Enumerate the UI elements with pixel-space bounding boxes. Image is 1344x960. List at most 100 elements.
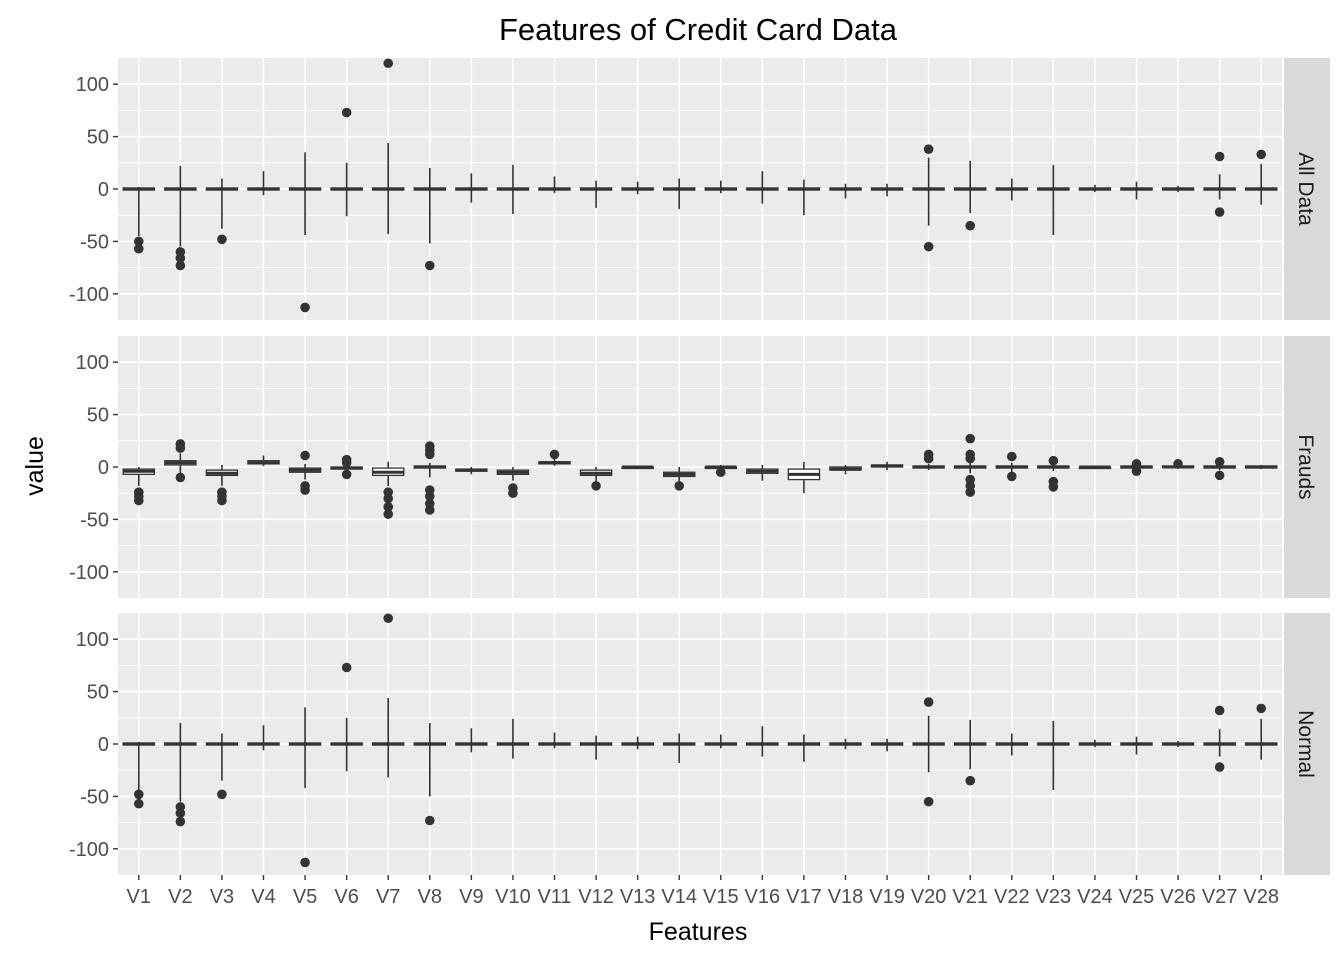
box-V9 bbox=[455, 467, 488, 475]
y-tick-label: 50 bbox=[87, 127, 109, 149]
box-V12 bbox=[579, 467, 613, 491]
x-tick-label: V18 bbox=[828, 886, 864, 908]
outlier-point bbox=[300, 450, 310, 461]
x-tick-label: V15 bbox=[703, 886, 739, 908]
x-tick-label: V5 bbox=[293, 886, 317, 908]
facet-strip-label: All Data bbox=[1294, 152, 1317, 226]
box-V17 bbox=[787, 734, 821, 762]
box-V23 bbox=[1037, 455, 1070, 492]
x-tick-label: V13 bbox=[620, 886, 656, 908]
outlier-point bbox=[591, 481, 601, 491]
outlier-point bbox=[341, 662, 352, 673]
box-V4 bbox=[247, 725, 280, 751]
y-tick-label: -50 bbox=[80, 786, 109, 808]
outlier-point bbox=[965, 220, 976, 231]
box-V27 bbox=[1203, 456, 1236, 481]
outlier-point bbox=[217, 234, 227, 245]
y-axis-title: value bbox=[21, 436, 49, 496]
box-V1 bbox=[122, 186, 156, 254]
box-V3 bbox=[205, 178, 239, 245]
x-tick-label: V28 bbox=[1243, 886, 1279, 908]
outlier-point bbox=[1214, 762, 1225, 772]
y-tick-label: -100 bbox=[69, 284, 109, 306]
y-tick-label: 100 bbox=[76, 74, 109, 96]
box-V4 bbox=[247, 455, 280, 466]
box-V14 bbox=[662, 733, 696, 763]
outlier-point bbox=[1214, 705, 1225, 716]
box-V21 bbox=[953, 719, 987, 786]
outlier-point bbox=[217, 487, 227, 497]
outlier-point bbox=[341, 458, 352, 468]
outlier-point bbox=[300, 857, 310, 868]
y-tick-label: 0 bbox=[98, 734, 109, 756]
box-V2 bbox=[164, 723, 197, 827]
outlier-point bbox=[1006, 471, 1017, 482]
outlier-point bbox=[383, 487, 394, 497]
x-tick-label: V9 bbox=[459, 886, 483, 908]
box-V25 bbox=[1120, 736, 1153, 755]
outlier-point bbox=[133, 487, 144, 497]
box-V9 bbox=[455, 728, 488, 753]
y-tick-label: -100 bbox=[69, 562, 109, 584]
chart-title: Features of Credit Card Data bbox=[499, 12, 898, 47]
x-tick-label: V10 bbox=[495, 886, 531, 908]
box-V18 bbox=[829, 183, 862, 199]
outlier-point bbox=[175, 802, 186, 812]
box-V5 bbox=[288, 152, 322, 313]
x-tick-label: V2 bbox=[168, 886, 192, 908]
box-V15 bbox=[704, 180, 738, 194]
box-V19 bbox=[870, 183, 904, 197]
outlier-point bbox=[965, 453, 976, 464]
outlier-point bbox=[175, 443, 186, 453]
x-tick-label: V23 bbox=[1036, 886, 1072, 908]
x-tick-label: V12 bbox=[578, 886, 614, 908]
x-tick-label: V27 bbox=[1202, 886, 1238, 908]
x-tick-label: V1 bbox=[127, 886, 151, 908]
x-tick-label: V6 bbox=[334, 886, 358, 908]
box-V11 bbox=[538, 732, 571, 749]
outlier-point bbox=[1214, 470, 1225, 481]
x-tick-label: V7 bbox=[376, 886, 400, 908]
box-V2 bbox=[164, 439, 197, 483]
y-tick-label: -50 bbox=[80, 509, 109, 531]
box-V15 bbox=[704, 734, 738, 749]
box-V11 bbox=[538, 449, 571, 466]
y-tick-label: 0 bbox=[98, 179, 109, 201]
box-V6 bbox=[330, 454, 363, 480]
outlier-point bbox=[424, 498, 435, 509]
outlier-point bbox=[923, 453, 934, 464]
x-tick-label: V24 bbox=[1077, 886, 1113, 908]
outlier-point bbox=[424, 260, 435, 271]
box-V7 bbox=[371, 461, 405, 519]
facet-panel: 100 50 0 -50 -100 Frauds bbox=[69, 336, 1330, 598]
x-tick-label: V22 bbox=[994, 886, 1030, 908]
outlier-point bbox=[133, 243, 144, 254]
facet-panels: 100 50 0 -50 -100 All Data 100 50 0 -50 -100 Frauds… bbox=[69, 58, 1330, 875]
box-V1 bbox=[122, 741, 156, 809]
box-V7 bbox=[371, 58, 405, 235]
box-V23 bbox=[1037, 164, 1070, 236]
outlier-point bbox=[383, 613, 394, 624]
x-tick-label: V17 bbox=[786, 886, 822, 908]
box-V22 bbox=[995, 733, 1029, 756]
box-V24 bbox=[1078, 739, 1112, 748]
box-V18 bbox=[829, 738, 862, 750]
x-tick-label: V4 bbox=[251, 886, 275, 908]
outlier-point bbox=[341, 107, 352, 118]
box-V26 bbox=[1161, 185, 1195, 193]
facet-panel: 100 50 0 -50 -100 All Data bbox=[69, 58, 1330, 320]
facet-strip bbox=[1284, 336, 1330, 598]
outlier-point bbox=[1131, 466, 1142, 476]
box-V8 bbox=[413, 168, 447, 271]
box-V28 bbox=[1244, 464, 1278, 470]
facet-strip-label: Frauds bbox=[1294, 434, 1317, 499]
outlier-point bbox=[1214, 456, 1225, 467]
outlier-point bbox=[1214, 207, 1225, 217]
outlier-point bbox=[424, 485, 435, 495]
x-tick-label: V26 bbox=[1160, 886, 1196, 908]
outlier-point bbox=[965, 775, 976, 786]
x-tick-label: V3 bbox=[210, 886, 234, 908]
box-V2 bbox=[164, 165, 197, 271]
box-V20 bbox=[912, 697, 945, 807]
